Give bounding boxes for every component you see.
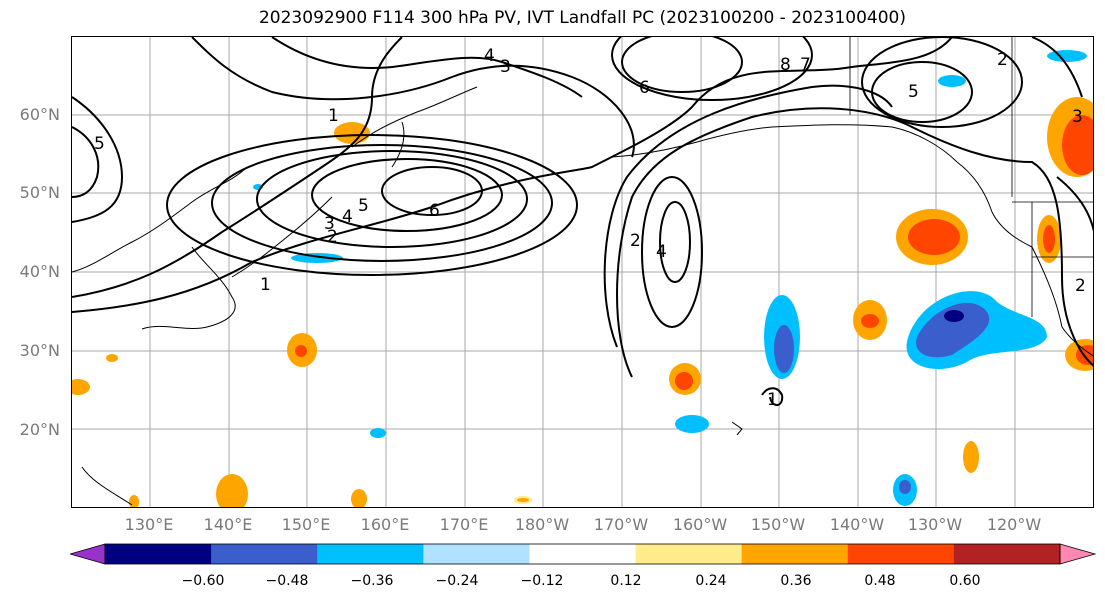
positive-anomaly-shading (72, 97, 1093, 507)
colorbar-tick-pos048: 0.48 (864, 573, 896, 589)
contour-label-6: 6 (429, 201, 440, 221)
contour-label-4b: 4 (656, 242, 667, 262)
lon-label-160e: 160°E (360, 515, 410, 534)
lon-label-140e: 140°E (203, 515, 253, 534)
contour-label-1b: 1 (328, 106, 339, 126)
colorbar-tick-neg048: −0.48 (265, 573, 309, 589)
contour-label-4: 4 (342, 207, 353, 227)
colorbar-tick-neg012: −0.12 (520, 573, 564, 589)
colorbar-cell (105, 544, 212, 564)
lon-label-170e: 170°E (439, 515, 489, 534)
colorbar-cell (529, 544, 637, 564)
colorbar-cell (847, 544, 955, 564)
contour-label-8: 8 (780, 55, 791, 75)
contour-label-6b: 6 (639, 78, 650, 98)
contour-label-group: 1 2 3 4 5 6 7 8 2 4 4 3 5 1 1 5 6 2 2 3 (94, 46, 1086, 410)
contour-label-5: 5 (358, 196, 369, 216)
colorbar-tick-pos012: 0.12 (610, 573, 642, 589)
colorbar-tick-neg024: −0.24 (435, 573, 479, 589)
lon-label-140w: 140°W (829, 515, 885, 534)
lat-label-50n: 50°N (19, 183, 60, 202)
lon-label-160w: 160°W (672, 515, 728, 534)
map-title: 2023092900 F114 300 hPa PV, IVT Landfall… (258, 8, 906, 28)
graticule (72, 37, 1093, 507)
lat-label-60n: 60°N (19, 105, 60, 124)
colorbar-tick-pos024: 0.24 (695, 573, 727, 589)
colorbar-tick-neg036: −0.36 (350, 573, 394, 589)
colorbar-cell (423, 544, 530, 564)
map-panel: 1 2 3 4 5 6 7 8 2 4 4 3 5 1 1 5 6 2 2 3 (71, 36, 1094, 508)
lon-label-130e: 130°E (124, 515, 174, 534)
map-canvas: 1 2 3 4 5 6 7 8 2 4 4 3 5 1 1 5 6 2 2 3 (72, 37, 1093, 507)
colorbar-tick-pos036: 0.36 (780, 573, 812, 589)
contour-label-3: 3 (324, 214, 335, 234)
colorbar-cell (317, 544, 424, 564)
colorbar-cell (635, 544, 743, 564)
contour-label-2: 2 (327, 227, 338, 247)
contour-label-1: 1 (260, 275, 271, 295)
lon-label-170w: 170°W (593, 515, 649, 534)
pv-contours (72, 37, 1093, 406)
colorbar-tick-pos060: 0.60 (949, 573, 981, 589)
colorbar-extend-low (70, 543, 106, 565)
colorbar-cell (741, 544, 849, 564)
lon-label-120w: 120°W (986, 515, 1042, 534)
contour-label-2c: 2 (1075, 276, 1086, 296)
lat-label-40n: 40°N (19, 262, 60, 281)
coastlines (72, 86, 1093, 506)
colorbar (70, 543, 1096, 565)
contour-label-3c: 3 (500, 57, 511, 77)
lon-label-150w: 150°W (750, 515, 806, 534)
contour-label-2b: 2 (630, 231, 641, 251)
contour-label-5b: 5 (908, 82, 919, 102)
contour-label-2d: 2 (997, 50, 1008, 70)
contour-label-7: 7 (800, 55, 811, 75)
colorbar-extend-high (1059, 543, 1096, 565)
colorbar-border (104, 543, 1061, 565)
colorbar-cell (953, 544, 1061, 564)
contour-label-1c: 1 (767, 390, 778, 410)
contour-label-4c: 4 (484, 46, 495, 66)
contour-label-3d: 3 (1072, 107, 1083, 127)
lon-label-130w: 130°W (907, 515, 963, 534)
colorbar-cell (211, 544, 318, 564)
contour-label-5c: 5 (94, 134, 105, 154)
colorbar-tick-neg060: −0.60 (181, 573, 225, 589)
negative-anomaly-shading (253, 50, 1087, 506)
lat-label-20n: 20°N (19, 420, 60, 439)
lat-label-30n: 30°N (19, 341, 60, 360)
lon-label-150e: 150°E (281, 515, 331, 534)
lon-label-180w: 180°W (514, 515, 570, 534)
